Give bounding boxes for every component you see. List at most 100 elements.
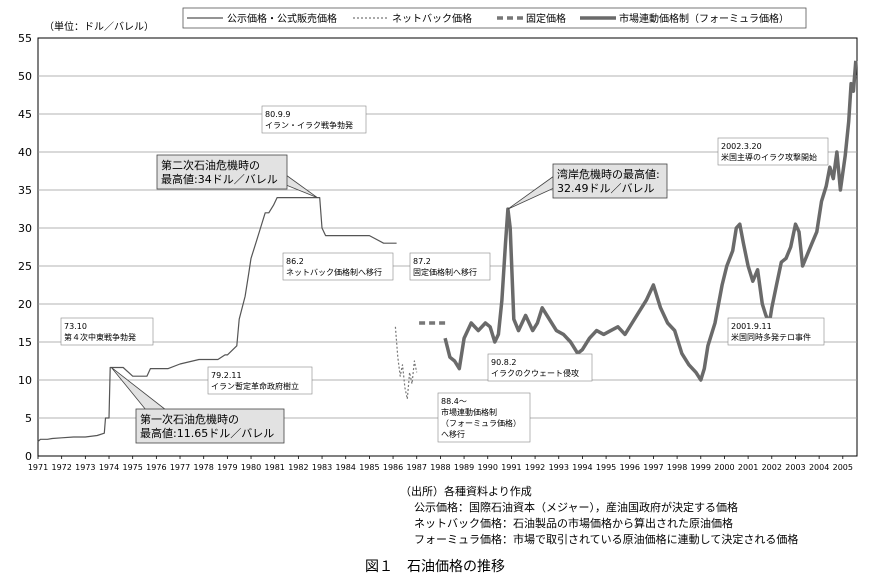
- definition-note: フォーミュラ価格：市場で取引されている原油価格に連動して決定される価格: [414, 533, 799, 546]
- x-tick-label: 1982: [288, 463, 308, 472]
- callout-text: 第二次石油危機時の: [161, 158, 260, 172]
- x-tick-label: 1971: [28, 463, 48, 472]
- notes: （出所）各種資料より作成 公示価格：国際石油資本（メジャー），産油国政府が決定す…: [400, 484, 798, 548]
- x-tick-label: 1992: [525, 463, 545, 472]
- y-tick-label: 20: [18, 298, 32, 311]
- x-tick-label: 1988: [430, 463, 450, 472]
- annotation-box: [487, 353, 593, 382]
- y-tick-label: 45: [18, 108, 32, 121]
- definition-note: ネットバック価格：石油製品の市場価格から算出された原油価格: [414, 517, 733, 530]
- y-tick-label: 55: [18, 32, 32, 45]
- x-tick-label: 1999: [691, 463, 711, 472]
- legend-label: 市場連動価格制（フォーミュラ価格）: [619, 12, 789, 25]
- annotation-text: ネットバック価格制へ移行: [286, 267, 382, 277]
- annotation-box: [409, 252, 491, 281]
- unit-label: （単位：ドル／バレル）: [44, 20, 154, 33]
- x-tick-label: 1994: [572, 463, 592, 472]
- x-tick-label: 1972: [51, 463, 71, 472]
- x-tick-label: 1996: [620, 463, 640, 472]
- annotation-text: 2002.3.20: [721, 142, 762, 151]
- series-line: [37, 197, 397, 443]
- legend-label: 固定価格: [526, 12, 566, 25]
- x-tick-label: 1984: [336, 463, 356, 472]
- annotation-text: 固定価格制へ移行: [413, 267, 477, 277]
- callout-box: [135, 408, 285, 444]
- annotation-box: [437, 392, 531, 443]
- x-tick-label: 1983: [312, 463, 332, 472]
- callout-text: 湾岸危機時の最高値:: [557, 167, 660, 181]
- x-tick-label: 1976: [146, 463, 166, 472]
- x-tick-label: 2005: [833, 463, 853, 472]
- callout-text: 最高値:34ドル／バレル: [161, 172, 278, 186]
- annotation-box: [282, 252, 394, 281]
- x-tick-label: 1974: [99, 463, 119, 472]
- x-tick-label: 1980: [241, 463, 261, 472]
- y-tick-label: 35: [18, 184, 32, 197]
- legend-label: ネットバック価格: [392, 12, 472, 25]
- x-tick-label: 1978: [194, 463, 214, 472]
- annotation-box: [60, 317, 154, 346]
- x-tick-label: 1989: [454, 463, 474, 472]
- annotation-box: [717, 137, 829, 166]
- annotation-text: イラン暫定革命政府樹立: [211, 381, 299, 391]
- annotation-text: 79.2.11: [211, 371, 242, 380]
- y-tick-label: 15: [18, 336, 32, 349]
- figure-caption: 図１ 石油価格の推移: [365, 559, 505, 575]
- annotation-text: 90.8.2: [491, 358, 516, 367]
- annotation-text: 米国主導のイラク攻撃開始: [721, 152, 817, 162]
- y-tick-label: 5: [25, 412, 32, 425]
- annotation-box: [207, 366, 313, 395]
- legend-label: 公示価格・公式販売価格: [227, 12, 337, 25]
- y-tick-label: 10: [18, 374, 32, 387]
- callout-text: 最高値:11.65ドル／バレル: [140, 426, 274, 440]
- callout-box: [552, 163, 668, 199]
- annotation-text: 86.2: [286, 257, 304, 266]
- annotation: 88.4～市場連動価格制（フォーミュラ価格）へ移行: [437, 392, 531, 443]
- legend-box: [182, 7, 807, 29]
- annotation-text: 88.4～: [441, 397, 467, 406]
- annotation-box: [727, 317, 825, 346]
- annotation-text: 87.2: [413, 257, 431, 266]
- y-tick-label: 25: [18, 260, 32, 273]
- annotation-text: 73.10: [64, 322, 87, 331]
- annotation-text: へ移行: [441, 429, 465, 439]
- x-tick-label: 1979: [217, 463, 237, 472]
- x-tick-label: 2001: [738, 463, 758, 472]
- x-tick-label: 1973: [75, 463, 95, 472]
- x-tick-label: 2004: [809, 463, 829, 472]
- x-tick-label: 2002: [762, 463, 782, 472]
- annotation-text: 第４次中東戦争勃発: [64, 332, 136, 342]
- callout-text: 32.49ドル／バレル: [557, 182, 655, 195]
- callout: 湾岸危機時の最高値:32.49ドル／バレル: [507, 163, 668, 210]
- x-tick-label: 1985: [359, 463, 379, 472]
- oil-price-chart: 0 5 10 15 20 25 30 35 40 45 50 55 1971 1972 1973 1974 19…: [18, 7, 858, 472]
- annotation-text: 2001.9.11: [731, 322, 772, 331]
- x-tick-label: 1991: [501, 463, 521, 472]
- y-tick-label: 0: [25, 450, 32, 463]
- x-tick-label: 1987: [407, 463, 427, 472]
- definition-note: 公示価格：国際石油資本（メジャー），産油国政府が決定する価格: [414, 501, 738, 514]
- x-tick-label: 1975: [123, 463, 143, 472]
- series-line: [394, 326, 418, 400]
- annotation-text: イラクのクウェート侵攻: [491, 368, 579, 378]
- series-line: [443, 60, 858, 382]
- x-tick-label: 1998: [667, 463, 687, 472]
- legend: 公示価格・公式販売価格 ネットバック価格 固定価格 市場連動価格制（フォーミュラ価格）: [182, 7, 807, 29]
- annotation-text: （フォーミュラ価格）: [441, 418, 521, 428]
- x-tick-label: 1990: [478, 463, 498, 472]
- y-tick-label: 40: [18, 146, 32, 159]
- annotation-text: 80.9.9: [265, 110, 290, 119]
- x-tick-label: 1986: [383, 463, 403, 472]
- callout-box: [156, 154, 288, 190]
- source-note: （出所）各種資料より作成: [400, 485, 532, 498]
- x-tick-label: 1981: [265, 463, 285, 472]
